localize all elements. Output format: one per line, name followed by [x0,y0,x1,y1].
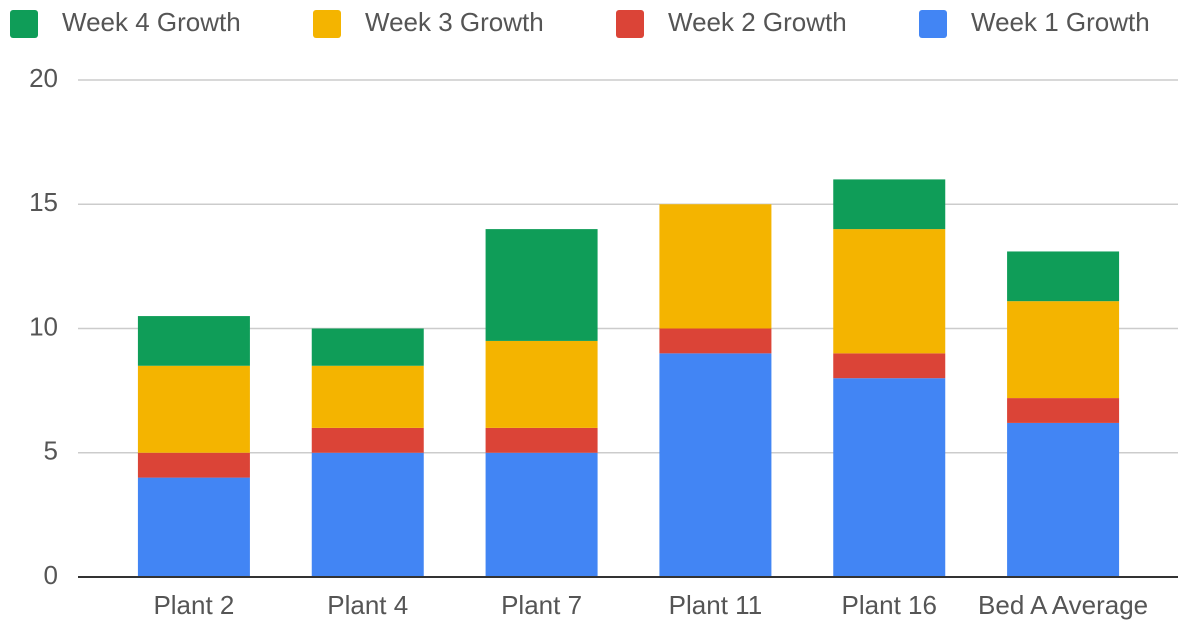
legend-swatch [313,10,341,38]
bar-segment [1007,301,1120,399]
x-tick-label: Bed A Average [978,590,1148,620]
bar-segment [659,328,772,354]
bar-segment [485,427,598,453]
bar-segment [1007,398,1120,423]
bar-segment [1007,251,1120,302]
bar-segment [137,452,250,478]
bar-segment [833,179,946,230]
x-tick-label: Plant 16 [842,590,937,620]
y-tick-label: 10 [29,311,58,341]
bar-segment [659,353,772,577]
legend-swatch [10,10,38,38]
bar-segment [833,353,946,379]
y-tick-label: 20 [29,63,58,93]
legend-label: Week 3 Growth [365,7,544,37]
bar-segment [311,365,424,428]
bar-segment [311,328,424,366]
x-tick-label: Plant 7 [501,590,582,620]
bar-segment [485,229,598,341]
legend-swatch [616,10,644,38]
y-tick-label: 0 [44,560,58,590]
bar-segment [1007,422,1120,577]
bar-segment [311,427,424,453]
bar-segment [311,452,424,577]
bar-segment [137,365,250,453]
y-tick-label: 15 [29,187,58,217]
bar-segment [659,204,772,329]
legend-label: Week 2 Growth [668,7,847,37]
bar-segment [833,378,946,577]
legend-label: Week 1 Growth [971,7,1150,37]
bar-segment [137,316,250,366]
x-tick-label: Plant 2 [153,590,234,620]
y-tick-label: 5 [44,436,58,466]
bar-segment [833,229,946,354]
bar-segment [485,452,598,577]
legend-swatch [919,10,947,38]
x-tick-label: Plant 4 [327,590,408,620]
x-tick-label: Plant 11 [669,590,762,620]
legend-label: Week 4 Growth [62,7,241,37]
bar-segment [485,340,598,428]
bar-segment [137,477,250,577]
